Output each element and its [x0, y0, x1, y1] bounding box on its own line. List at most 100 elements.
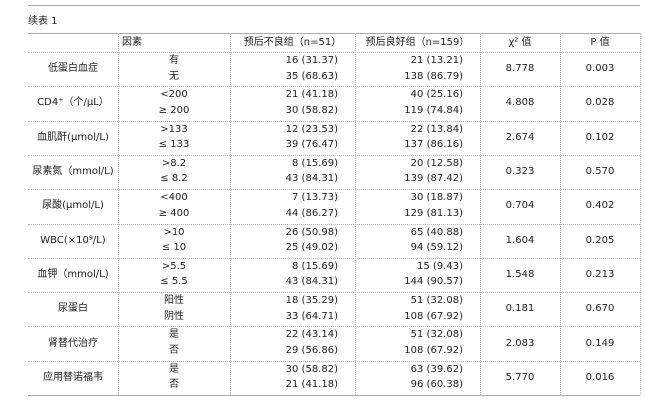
- poor-cell: 7 (13.73): [292, 192, 338, 204]
- row-line: [28, 326, 640, 328]
- header-cell: 预后良好组（n=159）: [365, 37, 470, 48]
- level-cell: <200: [160, 89, 188, 101]
- header-cell: 预后不良组（n=51）: [243, 37, 342, 48]
- level-cell: ≤ 8.2: [160, 173, 188, 185]
- poor-cell: 12 (23.53): [285, 123, 338, 135]
- p-cell: 0.570: [585, 166, 615, 178]
- good-cell: 139 (87.42): [404, 173, 463, 185]
- good-cell: 21 (13.21): [410, 55, 463, 66]
- factor-cell: 尿素氮（mmol/L): [32, 166, 114, 178]
- good-cell: 51 (32.08): [410, 295, 463, 307]
- good-cell: 144 (90.57): [404, 276, 463, 288]
- good-cell: 20 (12.58): [410, 157, 463, 169]
- column-line: [640, 33, 641, 395]
- p-cell: 0.016: [585, 371, 615, 383]
- column-line: [480, 33, 481, 395]
- row-line: [28, 292, 640, 294]
- poor-cell: 8 (15.69): [292, 157, 338, 169]
- row-line: [28, 257, 640, 259]
- p-cell: 0.213: [585, 268, 615, 280]
- poor-cell: 16 (31.37): [285, 55, 338, 66]
- good-cell: 63 (39.62): [410, 363, 463, 375]
- factor-cell: 低蛋白血症: [48, 63, 98, 75]
- level-cell: 否: [169, 344, 179, 356]
- good-cell: 65 (40.88): [410, 226, 463, 238]
- level-cell: >8.2: [161, 157, 187, 169]
- row-line: [28, 395, 640, 396]
- chi2-cell: 8.778: [505, 63, 535, 75]
- poor-cell: 35 (68.63): [285, 70, 338, 82]
- good-cell: 40 (25.16): [410, 89, 463, 101]
- good-cell: 96 (60.38): [410, 379, 463, 391]
- chi2-cell: 0.323: [505, 166, 535, 178]
- good-cell: 129 (81.13): [404, 207, 463, 219]
- good-cell: 30 (18.87): [410, 192, 463, 204]
- good-cell: 15 (9.43): [417, 260, 463, 272]
- poor-cell: 39 (76.47): [285, 139, 338, 151]
- header-rule: [28, 33, 640, 34]
- chi2-cell: 0.704: [505, 200, 535, 212]
- level-cell: ≤ 133: [158, 139, 190, 151]
- poor-cell: 26 (50.98): [285, 226, 338, 238]
- good-cell: 108 (67.92): [404, 344, 463, 356]
- level-cell: >133: [160, 123, 188, 135]
- chi2-cell: 1.604: [505, 234, 535, 246]
- level-cell: ≤ 5.5: [160, 276, 188, 288]
- poor-cell: 29 (56.86): [285, 344, 338, 356]
- chi2-cell: 5.770: [505, 371, 535, 383]
- level-cell: 是: [169, 363, 179, 375]
- header-cell: P 值: [590, 37, 610, 48]
- poor-cell: 43 (84.31): [285, 276, 338, 288]
- p-cell: 0.003: [585, 63, 615, 75]
- poor-cell: 44 (86.27): [285, 207, 338, 219]
- poor-cell: 33 (64.71): [285, 310, 338, 322]
- row-line: [28, 120, 640, 122]
- good-cell: 51 (32.08): [410, 329, 463, 341]
- factor-cell: WBC(×10⁹/L): [40, 234, 106, 246]
- p-cell: 0.149: [585, 337, 615, 349]
- table-title: 续表 1: [28, 16, 58, 27]
- p-cell: 0.205: [585, 234, 615, 246]
- good-cell: 94 (59.12): [410, 242, 463, 253]
- header-bottom: [28, 52, 640, 53]
- level-cell: 阴性: [164, 310, 184, 322]
- poor-cell: 18 (35.29): [285, 295, 338, 307]
- factor-cell: 血肌酐(μmol/L): [37, 131, 109, 143]
- poor-cell: 30 (58.82): [285, 104, 338, 116]
- poor-cell: 30 (58.82): [285, 363, 338, 375]
- level-cell: 否: [169, 379, 179, 391]
- good-cell: 138 (86.79): [404, 70, 463, 82]
- chi2-cell: 4.808: [505, 97, 535, 109]
- poor-cell: 25 (49.02): [285, 242, 338, 253]
- p-cell: 0.670: [585, 303, 615, 315]
- poor-cell: 21 (41.18): [285, 89, 338, 101]
- column-line: [560, 33, 561, 395]
- factor-cell: 尿酸(μmol/L): [42, 200, 104, 212]
- level-cell: <400: [160, 192, 188, 204]
- factor-cell: 应用替诺福韦: [43, 371, 103, 383]
- row-line: [28, 86, 640, 88]
- level-cell: 阳性: [164, 295, 184, 307]
- column-line: [355, 33, 356, 395]
- chi2-cell: 2.083: [505, 337, 535, 349]
- poor-cell: 43 (84.31): [285, 173, 338, 185]
- row-line: [28, 154, 640, 156]
- level-cell: 无: [169, 70, 179, 82]
- row-line: [28, 223, 640, 225]
- p-cell: 0.402: [585, 200, 615, 212]
- header-cell: χ² 值: [508, 37, 532, 48]
- factor-cell: 肾替代治疗: [48, 337, 98, 349]
- chi2-cell: 2.674: [505, 131, 535, 143]
- top-rule: [28, 5, 640, 6]
- poor-cell: 21 (41.18): [285, 379, 338, 391]
- level-cell: ≥ 200: [158, 104, 190, 116]
- level-cell: >5.5: [161, 260, 187, 272]
- good-cell: 137 (86.16): [404, 139, 463, 151]
- row-line: [28, 360, 640, 362]
- good-cell: 108 (67.92): [404, 310, 463, 322]
- good-cell: 119 (74.84): [404, 104, 463, 116]
- p-cell: 0.028: [585, 97, 615, 109]
- poor-cell: 22 (43.14): [285, 329, 338, 341]
- level-cell: ≥ 400: [158, 207, 190, 219]
- column-line: [230, 33, 231, 395]
